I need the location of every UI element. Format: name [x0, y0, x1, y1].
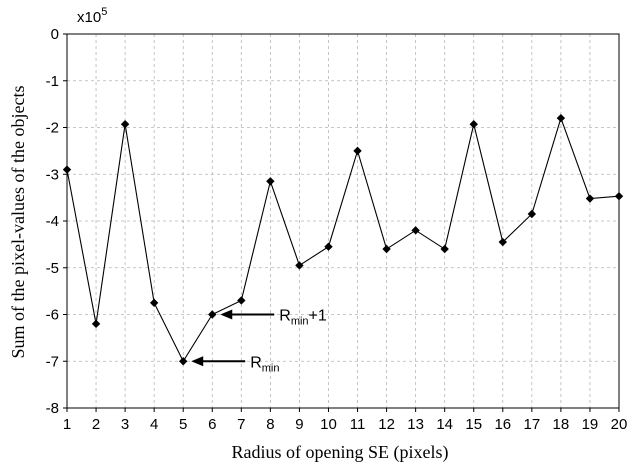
- x-tick-label: 18: [553, 416, 570, 433]
- annotation-base: R: [250, 354, 262, 371]
- x-tick-label: 14: [436, 416, 453, 433]
- x-tick-label: 5: [179, 416, 187, 433]
- annotation-base: R: [279, 308, 291, 325]
- x-tick-label: 12: [378, 416, 395, 433]
- data-point: [556, 113, 566, 123]
- y-axis-title: Sum of the pixel-values of the objects: [8, 86, 28, 359]
- data-point: [411, 226, 420, 235]
- data-point: [266, 177, 275, 186]
- multiplier-exponent: 5: [101, 6, 107, 18]
- annotation-subscript: min: [262, 362, 280, 374]
- x-tick-label: 9: [295, 416, 303, 433]
- annotation-arrowhead: [191, 356, 204, 367]
- x-axis-ticks: 1 2 3 4 5 6 7 8 9 10 11 12 13 14 15 16 17 18 19 20: [63, 408, 628, 433]
- x-tick-label: 7: [237, 416, 245, 433]
- data-point: [295, 261, 304, 270]
- data-point: [91, 319, 101, 329]
- multiplier-base: x10: [77, 9, 101, 26]
- x-tick-label: 15: [465, 416, 482, 433]
- y-tick-label: -5: [46, 260, 59, 277]
- annotation-subscript: min: [291, 316, 309, 328]
- data-point: [353, 146, 362, 156]
- x-tick-label: 8: [266, 416, 274, 433]
- y-multiplier-label: x105: [77, 6, 107, 26]
- data-point: [62, 165, 72, 174]
- data-point: [120, 120, 130, 129]
- data-point: [149, 298, 159, 308]
- grid: [66, 33, 620, 409]
- annotation-label: Rmin+1: [279, 308, 327, 328]
- x-tick-label: 4: [150, 416, 158, 433]
- y-tick-label: -6: [46, 307, 59, 324]
- y-tick-label: 0: [51, 26, 59, 43]
- y-tick-label: -2: [46, 120, 59, 137]
- y-tick-label: -7: [46, 353, 59, 370]
- y-axis-ticks: 0 -1 -2 -3 -4 -5 -6 -7 -8: [46, 26, 67, 417]
- data-point: [237, 296, 246, 305]
- y-tick-label: -1: [46, 73, 59, 90]
- x-tick-label: 3: [121, 416, 129, 433]
- data-point: [585, 194, 595, 203]
- x-tick-label: 10: [320, 416, 337, 433]
- x-tick-label: 6: [208, 416, 216, 433]
- x-tick-label: 19: [582, 416, 599, 433]
- annotation-label: Rmin: [250, 354, 279, 374]
- annotation-arrowhead: [220, 309, 233, 320]
- data-point: [440, 244, 449, 254]
- x-tick-label: 13: [407, 416, 424, 433]
- x-axis-title: Radius of opening SE (pixels): [232, 442, 449, 463]
- x-tick-label: 2: [92, 416, 100, 433]
- y-tick-label: -3: [46, 166, 59, 183]
- x-tick-label: 17: [523, 416, 540, 433]
- data-point: [527, 209, 537, 219]
- data-point: [208, 310, 217, 319]
- x-tick-label: 16: [494, 416, 511, 433]
- x-tick-label: 1: [63, 416, 71, 433]
- x-tick-label: 11: [350, 416, 366, 433]
- series-line: [66, 116, 620, 363]
- annotation-suffix: +1: [309, 308, 327, 325]
- data-point: [498, 237, 507, 247]
- data-point: [324, 242, 333, 251]
- series-markers: [62, 113, 624, 366]
- data-point: [469, 120, 478, 129]
- y-tick-label: -4: [46, 213, 59, 230]
- y-tick-label: -8: [46, 400, 59, 417]
- data-point: [382, 244, 391, 254]
- data-point: [614, 192, 624, 201]
- x-tick-label: 20: [611, 416, 628, 433]
- data-point: [179, 357, 188, 366]
